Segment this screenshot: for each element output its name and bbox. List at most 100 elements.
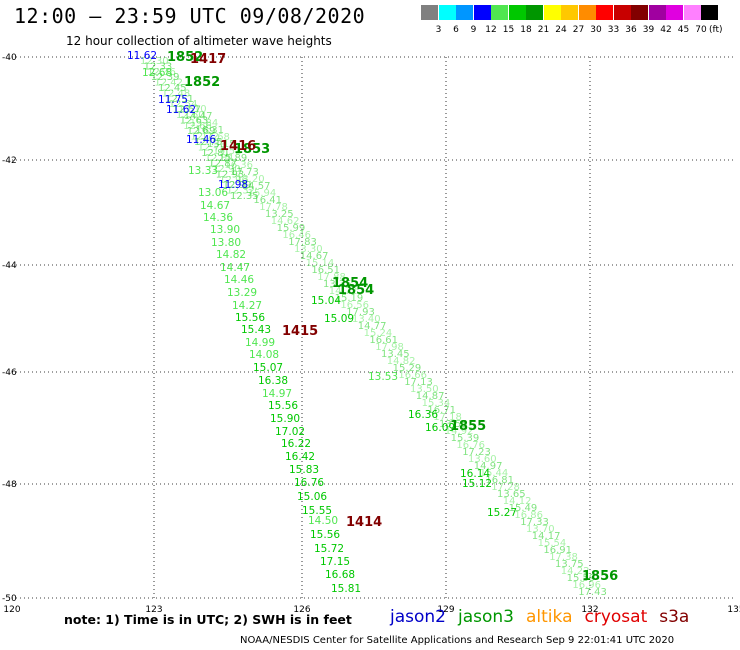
chart-subtitle: 12 hour collection of altimeter wave hei…	[66, 34, 332, 48]
lon-tick-label: 135	[727, 605, 740, 615]
track-label-overlap: 15.34	[422, 398, 451, 409]
swh-value-label: 14.82	[216, 249, 246, 261]
track-label-overlap: 13.15	[207, 139, 236, 150]
track-label-overlap: 16.36	[224, 160, 253, 171]
track-label-overlap: 12.72	[190, 132, 219, 143]
swh-value-label: 13.06	[198, 187, 228, 199]
longitude-ticks: 120 123 126 129 132 135	[3, 605, 740, 615]
track-label-overlap: 14.57	[242, 181, 271, 192]
track-label-overlap: 16.66	[398, 370, 427, 381]
track-label-overlap: 12.45	[158, 83, 187, 94]
track-label-overlap: 12.36	[147, 67, 176, 78]
lon-tick-label: 129	[437, 605, 454, 615]
track-label-overlap: 12.51	[165, 94, 194, 105]
color-scale-label: 12	[485, 25, 497, 35]
swh-value-label: 16.36	[408, 409, 438, 421]
swh-value-label: 11.98	[218, 179, 248, 191]
lat-tick-label: -48	[2, 480, 17, 490]
track-label-overlap: 12.63	[180, 115, 209, 126]
lat-tick-label: -46	[2, 368, 17, 378]
lat-tick-label: -42	[2, 156, 17, 166]
track-label-overlap: 13.50	[410, 384, 439, 395]
color-scale-unit: (ft)	[709, 25, 723, 35]
lat-lon-grid	[12, 56, 736, 600]
track-label-overlap: 14.82	[387, 356, 416, 367]
track-label-overlap: 17.43	[578, 587, 607, 598]
color-swatch	[421, 5, 438, 20]
pass-time-label: 1414	[346, 515, 382, 530]
track-label-overlap: 17.13	[404, 377, 433, 388]
swh-value-label: 14.97	[262, 388, 292, 400]
track-label-overlap: 16.91	[543, 545, 572, 556]
track-label-overlap: 15.89	[219, 153, 248, 164]
track-label-overlap: 17.28	[491, 482, 520, 493]
track-label-overlap: 17.23	[462, 447, 491, 458]
track-label-overlap: 12.57	[172, 105, 201, 116]
track-label-overlap: 16.86	[514, 510, 543, 521]
track-label-overlap: 13.25	[265, 209, 294, 220]
track-label-overlap: 13.40	[352, 314, 381, 325]
track-label-overlap: 16.51	[311, 265, 340, 276]
pass-time-label: 1855	[450, 419, 486, 434]
track-label-overlap: 12.32	[226, 186, 255, 197]
track-label-overlap: 14.67	[300, 251, 329, 262]
track-label-overlap: 12.60	[176, 110, 205, 121]
dense-track-labels: 12.3012.3312.3612.3912.4212.4512.4812.51…	[140, 56, 607, 598]
swh-value-label: 11.62	[166, 104, 196, 116]
track-label-overlap: 15.24	[364, 328, 393, 339]
pass-time-label: 1854	[332, 276, 368, 291]
track-label-overlap: 14.77	[358, 321, 387, 332]
track-label-overlap: 14.22	[561, 566, 590, 577]
pass-time-label: 1853	[234, 142, 270, 157]
track-label-overlap: 14.47	[184, 111, 213, 122]
swh-value-label: 13.29	[227, 287, 257, 299]
color-scale-label: 45	[677, 25, 690, 35]
track-label-overlap: 17.88	[317, 272, 346, 283]
credit-line: NOAA/NESDIS Center for Satellite Applica…	[240, 635, 675, 646]
track-label-overlap: 15.84	[190, 118, 219, 129]
track-label-overlap: 15.19	[335, 293, 364, 304]
track-label-overlap: 16.81	[485, 475, 514, 486]
color-swatch	[578, 5, 596, 20]
color-swatch	[456, 5, 473, 20]
satellite-altika-label: altika	[526, 607, 573, 627]
swh-value-label: 16.09	[425, 422, 455, 434]
color-scale-label: 27	[572, 25, 585, 35]
track-label-overlap: 16.96	[572, 580, 601, 591]
color-scale-label: 39	[642, 25, 655, 35]
track-label-overlap: 12.90	[212, 164, 241, 175]
track-label-overlap: 17.78	[259, 202, 288, 213]
track-label-overlap: 12.87	[208, 159, 237, 170]
track-label-overlap: 12.54	[169, 99, 198, 110]
track-label-overlap: 17.33	[520, 517, 549, 528]
color-swatch	[666, 5, 683, 20]
track-label-overlap: 12.78	[198, 142, 227, 153]
color-swatch	[631, 5, 648, 20]
lat-tick-label: -50	[2, 594, 17, 604]
pass-time-label: 1852	[184, 75, 220, 90]
swh-value-label: 13.33	[188, 165, 218, 177]
color-swatch	[561, 5, 578, 20]
swh-value-label: 17.02	[275, 426, 305, 438]
swh-value-label: 15.90	[270, 413, 300, 425]
track-label-overlap: 15.94	[248, 188, 277, 199]
swh-value-label: 11.46	[186, 134, 216, 146]
color-scale-label: 70	[695, 25, 707, 35]
swh-value-label: 16.22	[281, 438, 311, 450]
swh-value-label: 15.55	[302, 505, 332, 517]
swh-value-label: 15.27	[487, 507, 517, 519]
swh-value-label: 14.47	[220, 262, 250, 274]
pass-time-label: 1416	[220, 139, 256, 154]
satellite-jason3-label: jason3	[458, 607, 514, 627]
track-label-overlap: 15.14	[306, 258, 335, 269]
track-label-overlap: 17.38	[549, 552, 578, 563]
swh-value-label: 12.68	[142, 67, 172, 79]
track-label-overlap: 17.98	[375, 342, 404, 353]
pass-time-labels: 1852141718521853141618541854141518551414…	[167, 50, 618, 584]
track-label-overlap: 12.81	[201, 148, 230, 159]
pass-time-label: 1417	[190, 52, 226, 67]
chart-title: 12:00 – 23:59 UTC 09/08/2020	[14, 4, 366, 28]
pass-time-label: 1856	[582, 569, 618, 584]
color-scale-label: 42	[660, 25, 672, 35]
swh-value-label: 11.62	[127, 50, 157, 62]
